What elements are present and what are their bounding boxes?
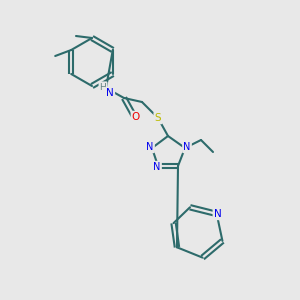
- Text: H: H: [100, 82, 106, 91]
- Text: S: S: [155, 113, 161, 123]
- Text: N: N: [183, 142, 191, 152]
- Text: N: N: [106, 88, 114, 98]
- Text: N: N: [153, 162, 161, 172]
- Text: N: N: [146, 142, 154, 152]
- Text: O: O: [132, 112, 140, 122]
- Text: N: N: [214, 209, 222, 219]
